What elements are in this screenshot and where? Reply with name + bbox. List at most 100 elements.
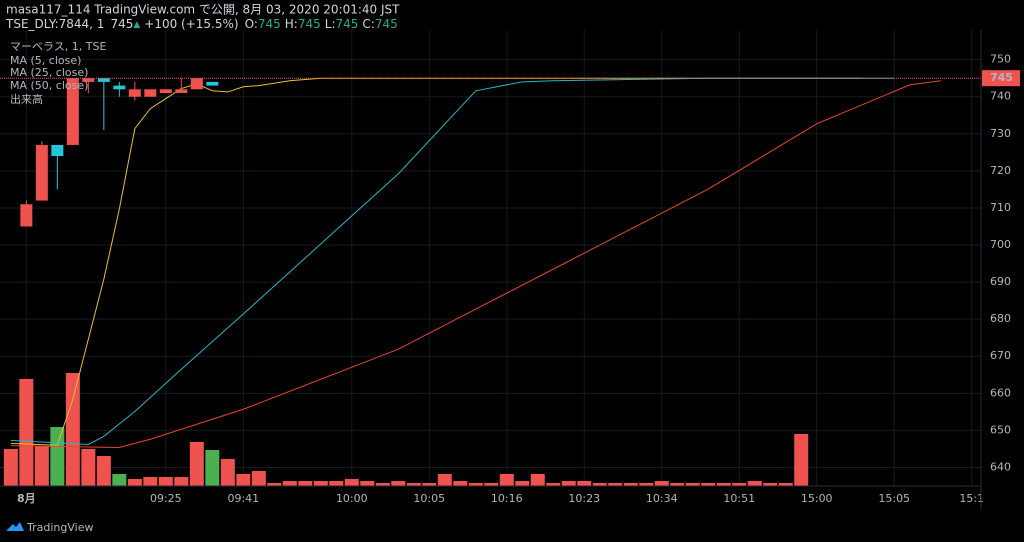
volume-bar [267, 483, 282, 486]
ma-line [10, 77, 895, 445]
y-tick-label: 700 [990, 238, 1011, 251]
volume-bar [3, 449, 18, 486]
ohlc: O:745 H:745 L:745 C:745 [245, 17, 398, 31]
candle-body [144, 89, 157, 97]
volume-bar [65, 373, 80, 486]
volume [3, 373, 809, 486]
ma-line [10, 80, 941, 448]
volume-bar [747, 481, 762, 486]
volume-bar [236, 474, 251, 486]
arrow: ▲ [133, 20, 140, 30]
ohlc-label: H: [285, 17, 298, 31]
brand-logo [6, 522, 24, 531]
volume-bar [577, 481, 592, 486]
volume-bar [716, 483, 731, 486]
y-tick-label: 670 [990, 349, 1011, 362]
volume-bar [608, 483, 623, 486]
candle-body [128, 89, 141, 97]
x-tick-label: 15:1 [959, 492, 984, 505]
ohlc-label: L: [325, 17, 336, 31]
symbol: TSE_DLY:7844, 1 [5, 17, 104, 31]
volume-bar [19, 379, 34, 486]
volume-bar [112, 474, 127, 486]
last: 745 [110, 17, 133, 31]
candle-body [206, 81, 219, 86]
volume-bar [623, 483, 638, 486]
candles [20, 78, 219, 227]
volume-bar [546, 483, 561, 486]
last-price-label: 745 [990, 71, 1013, 84]
candle-body [51, 144, 64, 157]
x-tick-label: 10:23 [568, 492, 600, 505]
y-tick-label: 740 [990, 90, 1011, 103]
volume-bar [515, 481, 530, 486]
x-tick-label: 10:51 [723, 492, 755, 505]
volume-bar [251, 471, 266, 486]
volume-bar [329, 481, 344, 486]
volume-bar [685, 483, 700, 486]
symbol-line: TSE_DLY:7844, 1 745▲ +100 (+15.5%) O:745 H:7… [5, 17, 398, 31]
y-tick-label: 750 [990, 53, 1011, 66]
volume-bar [375, 483, 390, 486]
volume-bar [205, 450, 220, 486]
legend-title: マーベラス, 1, TSE [10, 40, 106, 53]
volume-bar [732, 483, 747, 486]
volume-bar [81, 449, 96, 486]
volume-bar [639, 483, 654, 486]
ma-lines [10, 77, 941, 448]
volume-bar [282, 481, 297, 486]
legend-entry: MA (5, close) [10, 54, 81, 67]
volume-bar [453, 481, 468, 486]
x-tick-label: 10:34 [646, 492, 678, 505]
x-tick-label: 09:25 [150, 492, 182, 505]
brand[interactable]: TradingView [26, 521, 93, 534]
legend-entry: MA (25, close) [10, 66, 88, 79]
ohlc-value: 745 [298, 17, 321, 31]
volume-bar [592, 483, 607, 486]
y-tick-label: 660 [990, 386, 1011, 399]
volume-bar [158, 477, 173, 486]
volume-bar [34, 446, 49, 486]
volume-bar [468, 483, 483, 486]
volume-bar [344, 479, 359, 486]
volume-bar [654, 481, 669, 486]
volume-bar [701, 483, 716, 486]
volume-bar [530, 474, 545, 486]
y-tick-label: 720 [990, 164, 1011, 177]
last-price-box [982, 70, 1020, 87]
volume-bar [189, 442, 204, 486]
ohlc-value: 745 [258, 17, 281, 31]
volume-bar [127, 479, 142, 486]
x-tick-label: 10:16 [491, 492, 523, 505]
x-tick-label: 8月 [17, 492, 36, 505]
volume-bar [437, 474, 452, 486]
volume-bar [96, 456, 111, 486]
volume-bar [406, 483, 421, 486]
volume-bar [794, 434, 809, 486]
volume-bar [298, 481, 313, 486]
volume-bar [391, 481, 406, 486]
y-tick-label: 650 [990, 423, 1011, 436]
volume-bar [143, 477, 158, 486]
volume-bar [561, 481, 576, 486]
grid [0, 30, 981, 486]
candle-body [175, 89, 188, 94]
volume-bar [763, 483, 778, 486]
publisher: masa117_114 TradingView.com で公開, 8月 03, … [6, 3, 400, 17]
y-tick-label: 680 [990, 312, 1011, 325]
ohlc-label: O: [245, 17, 258, 31]
volume-bar [484, 483, 499, 486]
volume-bar [499, 474, 514, 486]
x-tick-label: 10:05 [413, 492, 445, 505]
candle-body [97, 78, 110, 82]
change: +100 (+15.5%) [144, 17, 238, 31]
y-tick-label: 690 [990, 275, 1011, 288]
candle-body [82, 78, 95, 82]
legend-entry: MA (50, close) [10, 79, 88, 92]
x-tick-label: 15:00 [801, 492, 833, 505]
volume-bar [422, 483, 437, 486]
x-tick-label: 10:00 [336, 492, 368, 505]
volume-bar [778, 483, 793, 486]
